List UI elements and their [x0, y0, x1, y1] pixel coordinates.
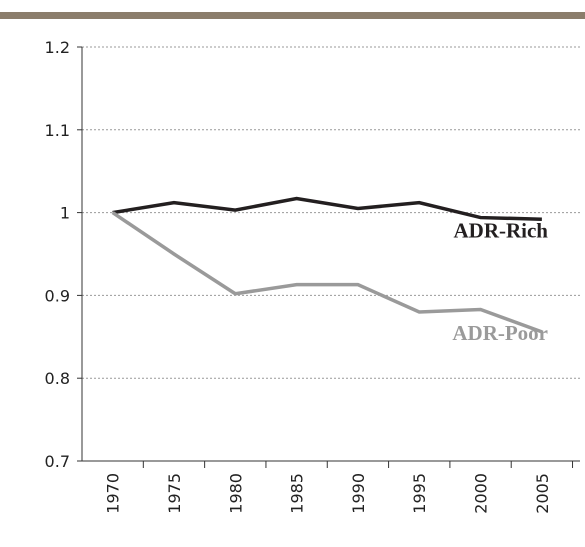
y-tick-label: 1.1 — [45, 121, 70, 140]
line — [111, 211, 543, 334]
x-tick-label: 2005 — [533, 473, 552, 514]
series-label: ADR-Poor — [452, 321, 548, 345]
y-tick-label: 0.7 — [45, 452, 70, 471]
x-tick-label: 1980 — [226, 473, 245, 514]
y-tick-label: 1 — [60, 204, 70, 223]
x-tick-label: 1985 — [288, 473, 307, 514]
y-tick-label: 0.9 — [45, 286, 70, 305]
header-bar — [0, 12, 585, 19]
y-tick-label: 0.8 — [45, 369, 70, 388]
x-tick-label: 1990 — [349, 473, 368, 514]
x-tick-label: 1975 — [165, 473, 184, 514]
y-tick-label: 1.2 — [45, 38, 70, 57]
x-tick-label: 1970 — [104, 473, 123, 514]
series-label: ADR-Rich — [454, 218, 549, 242]
x-tick-label: 1995 — [410, 473, 429, 514]
line — [112, 196, 542, 221]
x-tick-label: 2000 — [472, 473, 491, 514]
